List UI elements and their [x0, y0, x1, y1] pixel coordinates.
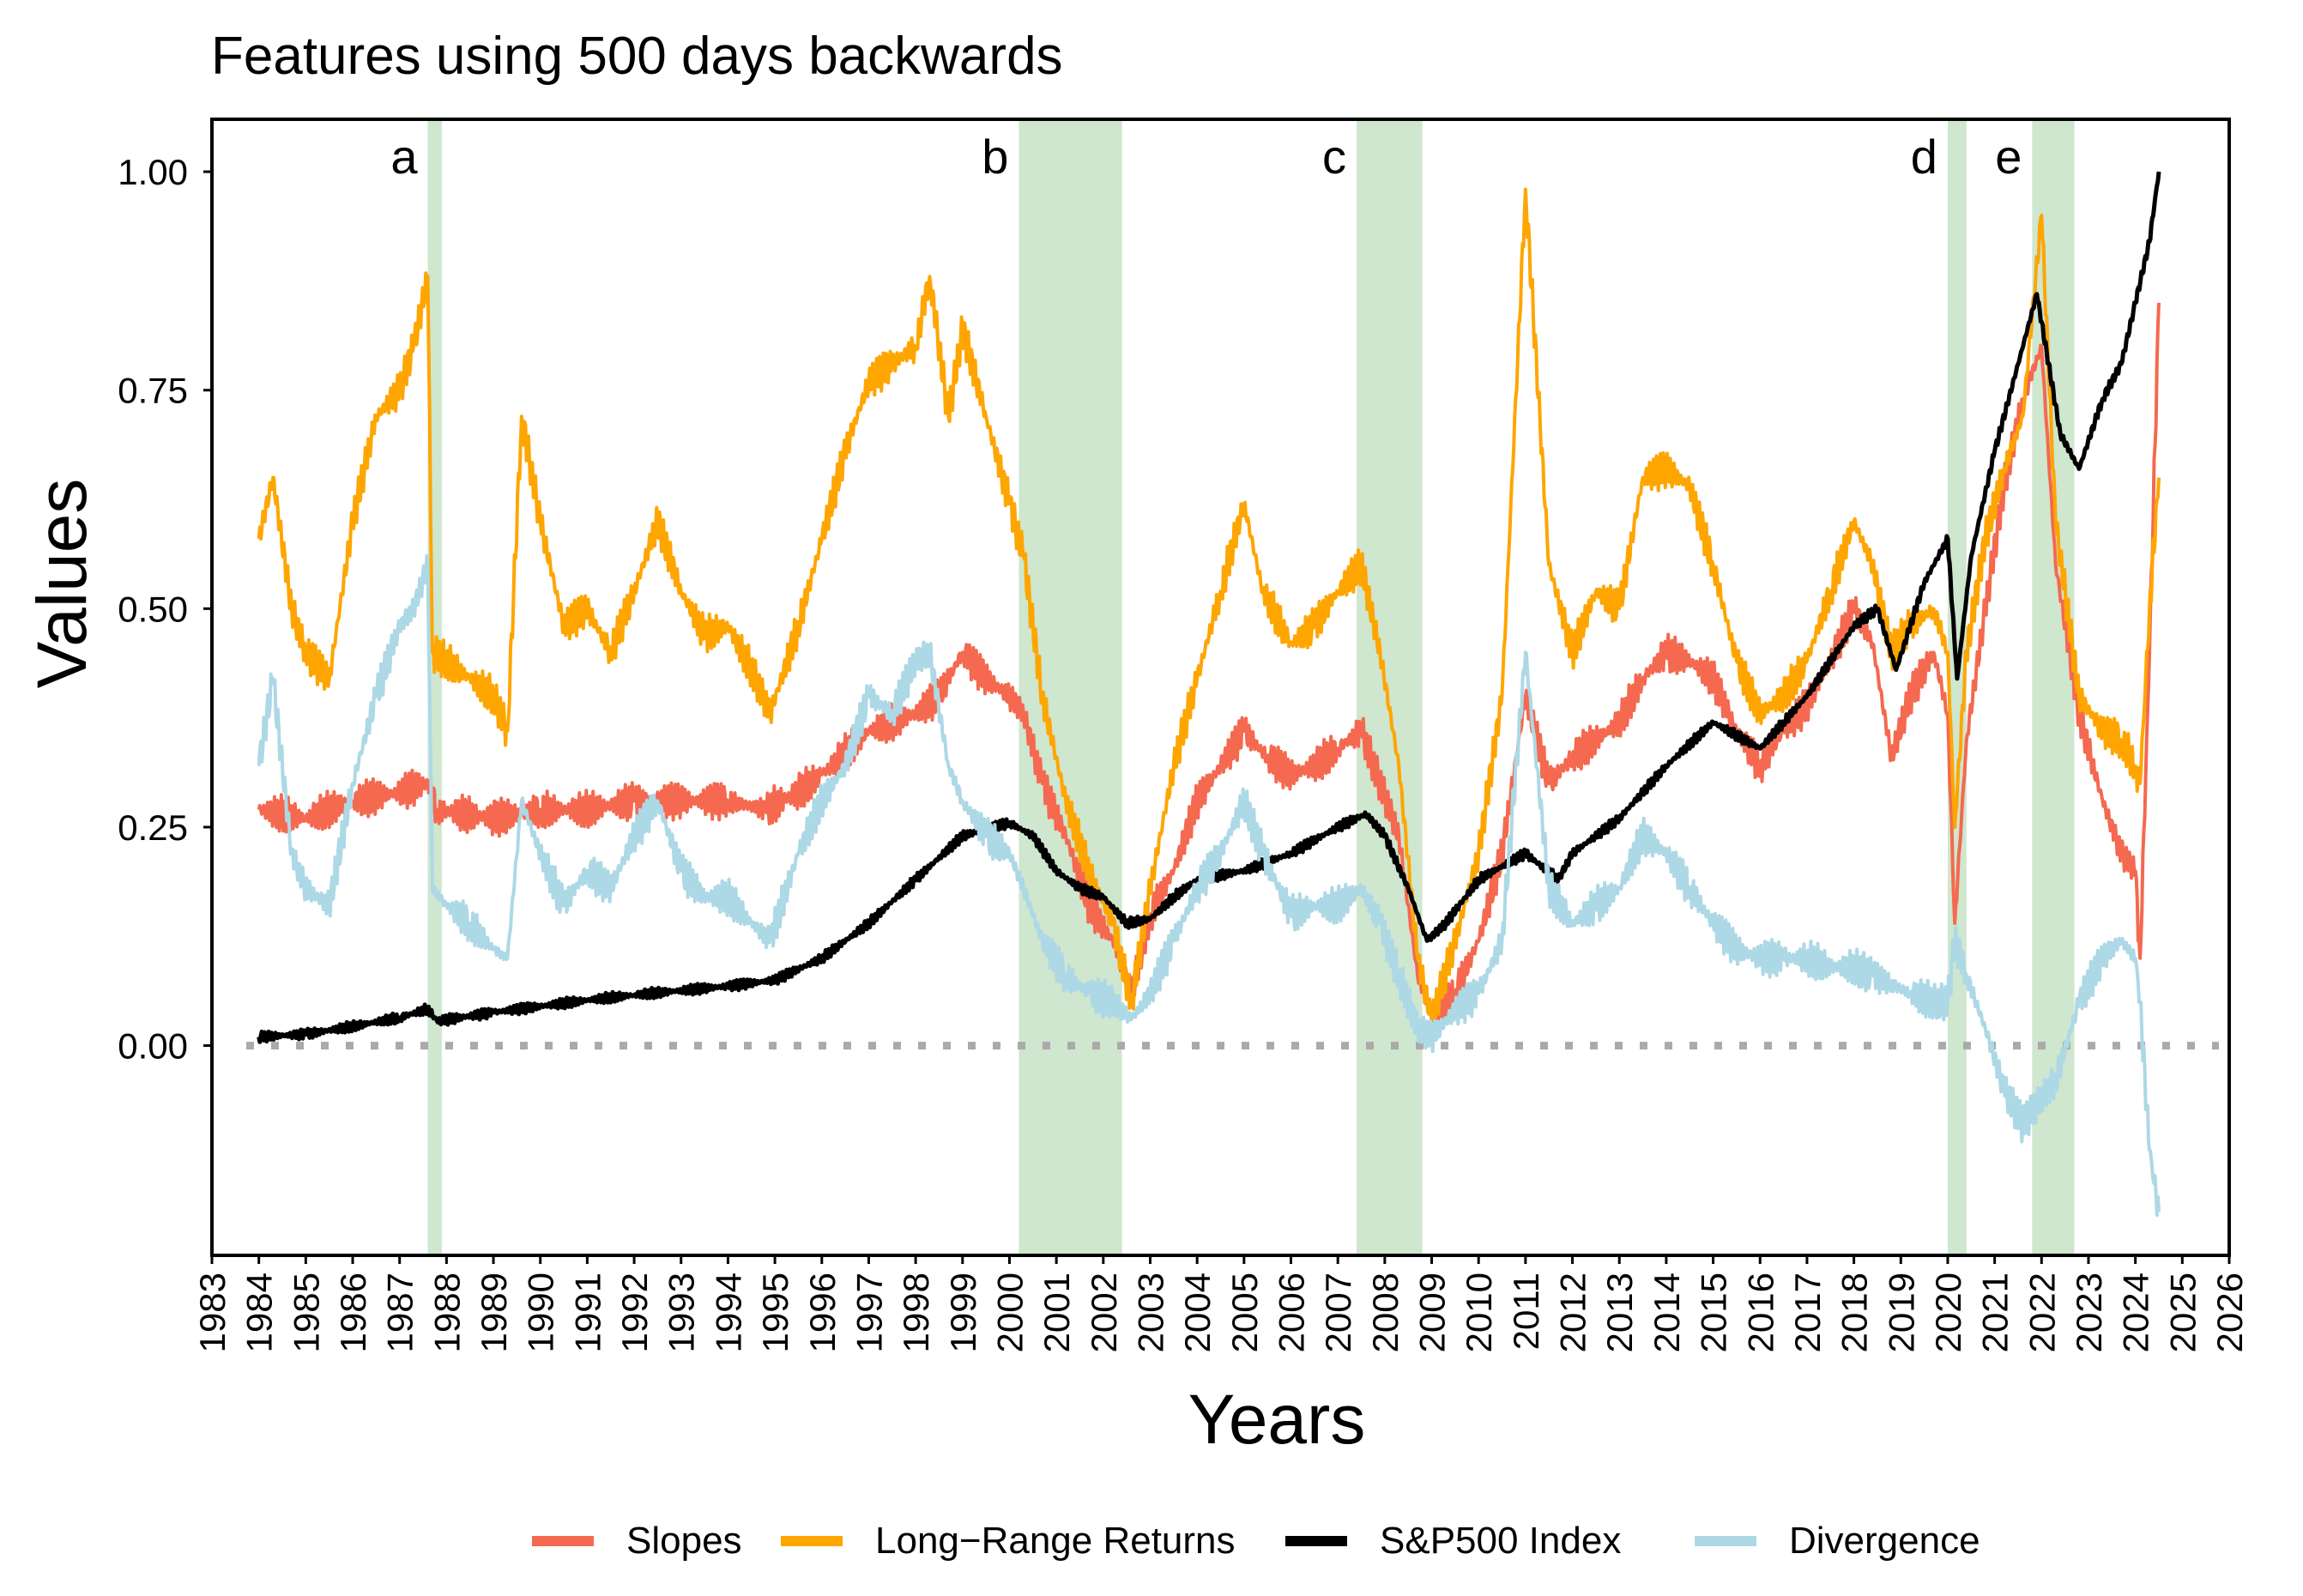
chart-title: Features using 500 days backwards	[211, 27, 1063, 86]
x-tick-label: 1987	[380, 1273, 420, 1352]
x-tick-label: 1986	[333, 1273, 373, 1352]
x-tick-label: 2023	[2069, 1273, 2109, 1352]
y-tick-label: 0.75	[118, 371, 188, 411]
x-tick-label: 2025	[2162, 1273, 2203, 1352]
legend-item-divergence: Divergence	[1695, 1520, 1980, 1562]
series-lines	[257, 171, 2161, 1218]
y-axis-title: Values	[23, 479, 101, 689]
x-tick-label: 1993	[662, 1273, 702, 1352]
x-tick-label: 2016	[1740, 1273, 1780, 1352]
legend-label: S&P500 Index	[1380, 1520, 1621, 1562]
x-tick-label: 2007	[1318, 1273, 1358, 1352]
x-tick-label: 1985	[286, 1273, 326, 1352]
y-tick-label: 1.00	[118, 152, 188, 192]
x-tick-label: 1989	[474, 1273, 514, 1352]
series-line-slopes	[257, 302, 2161, 1024]
x-tick-label: 2021	[1975, 1273, 2016, 1352]
shaded-period-label-b: b	[982, 130, 1008, 184]
x-tick-label: 2001	[1037, 1273, 1077, 1352]
x-tick-label: 2024	[2116, 1273, 2156, 1352]
shaded-period-c	[1357, 119, 1423, 1255]
x-tick-label: 2003	[1130, 1273, 1170, 1352]
shaded-period-a	[427, 119, 442, 1255]
x-tick-label: 1998	[896, 1273, 936, 1352]
shaded-period-label-a: a	[390, 130, 418, 184]
y-axis: 1.00 0.75 0.50 0.25 0.00	[118, 152, 212, 1067]
x-tick-label: 1996	[802, 1273, 843, 1352]
x-tick-label: 2018	[1835, 1273, 1875, 1352]
x-tick-label: 1992	[614, 1273, 655, 1352]
x-tick-label: 2002	[1084, 1273, 1124, 1352]
x-tick-label: 1990	[521, 1273, 561, 1352]
y-tick-label: 0.25	[118, 807, 188, 848]
legend-item-long-range-returns: Long−Range Returns	[781, 1520, 1236, 1562]
shaded-period-b	[1019, 119, 1122, 1255]
x-axis-title: Years	[1188, 1381, 1366, 1459]
x-tick-label: 2014	[1647, 1273, 1687, 1352]
shaded-period-label-d: d	[1911, 130, 1937, 184]
x-tick-label: 2008	[1365, 1273, 1405, 1352]
x-axis: 1983 1984 1985 1986 1987 1988 1989 1990 1991 1992…	[192, 1255, 2250, 1352]
x-tick-label: 1994	[708, 1273, 748, 1352]
x-tick-label: 2020	[1928, 1273, 1968, 1352]
x-tick-label: 2019	[1881, 1273, 1921, 1352]
x-tick-label: 1983	[192, 1273, 233, 1352]
x-tick-label: 1991	[567, 1273, 607, 1352]
x-tick-label: 2009	[1412, 1273, 1453, 1352]
x-tick-label: 2017	[1787, 1273, 1828, 1352]
x-tick-label: 2015	[1694, 1273, 1734, 1352]
x-tick-label: 1999	[943, 1273, 983, 1352]
shaded-periods	[427, 119, 2075, 1255]
legend-label: Divergence	[1789, 1520, 1980, 1562]
x-tick-label: 2026	[2209, 1273, 2250, 1352]
x-tick-label: 2005	[1224, 1273, 1265, 1352]
x-tick-label: 2022	[2022, 1273, 2062, 1352]
x-tick-label: 2006	[1272, 1273, 1312, 1352]
series-line-divergence	[257, 553, 2161, 1218]
x-tick-label: 2004	[1177, 1273, 1218, 1352]
plot-frame	[210, 118, 2231, 1257]
shaded-period-label-e: e	[1995, 130, 2022, 184]
x-tick-label: 2011	[1506, 1273, 1546, 1350]
x-tick-label: 1988	[426, 1273, 467, 1352]
x-tick-label: 1997	[849, 1273, 889, 1352]
series-line-s-p500-index	[257, 171, 2161, 1044]
shaded-period-labels: a b c d e	[390, 130, 2022, 184]
x-tick-label: 1984	[239, 1273, 280, 1352]
shaded-period-label-c: c	[1322, 130, 1346, 184]
x-tick-label: 1995	[755, 1273, 795, 1352]
x-tick-label: 2010	[1459, 1273, 1499, 1352]
legend-item-slopes: Slopes	[532, 1520, 742, 1562]
x-tick-label: 2000	[989, 1273, 1030, 1352]
legend: Slopes Long−Range Returns S&P500 Index Dive…	[532, 1520, 1980, 1562]
x-tick-label: 2013	[1599, 1273, 1640, 1352]
x-tick-label: 2012	[1553, 1273, 1593, 1352]
y-tick-label: 0.00	[118, 1026, 188, 1067]
legend-label: Slopes	[626, 1520, 742, 1562]
y-tick-label: 0.50	[118, 589, 188, 629]
legend-item-s-p500-index: S&P500 Index	[1285, 1520, 1621, 1562]
legend-label: Long−Range Returns	[875, 1520, 1236, 1562]
series-line-long-range-returns	[257, 187, 2161, 1021]
